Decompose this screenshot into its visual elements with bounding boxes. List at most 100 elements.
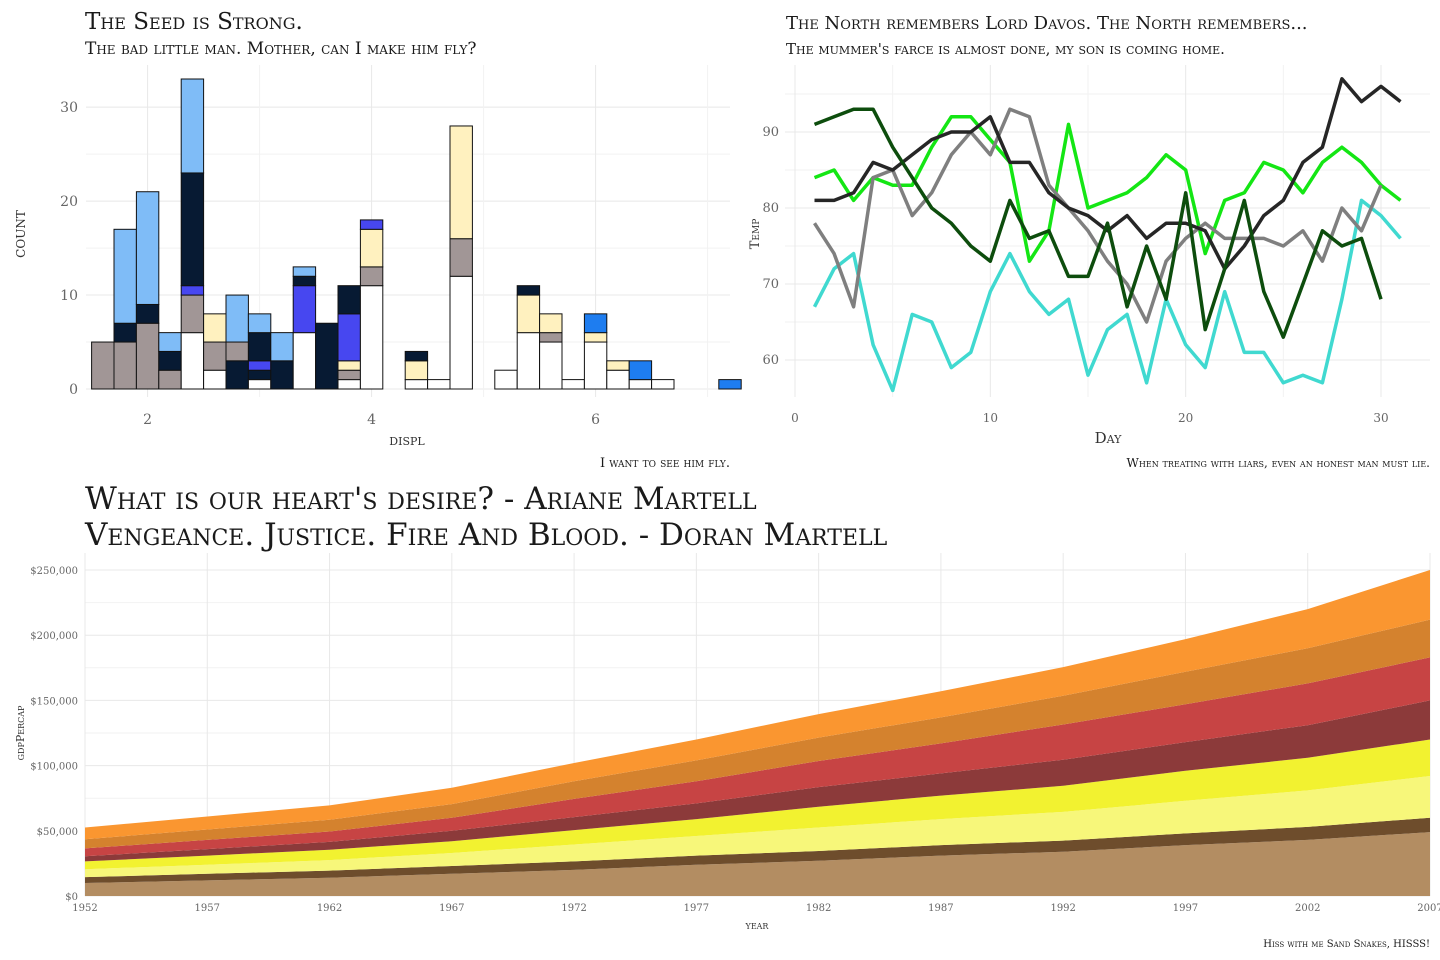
hist-bar-segment	[404, 360, 429, 381]
hist-bar-segment	[494, 369, 518, 390]
hist-y-tick: 20	[60, 194, 78, 210]
hist-bar-segment	[583, 341, 608, 390]
area-x-tick: 1982	[806, 903, 831, 914]
hist-bar-segment	[449, 275, 473, 390]
hist-bar-segment	[606, 369, 630, 390]
area-x-tick: 1962	[317, 903, 342, 914]
area-caption: Hiss with me Sand Snakes, HISSS!	[1263, 939, 1430, 950]
hist-bar-segment	[337, 360, 361, 371]
hist-bar-segment	[449, 238, 473, 277]
line-series-green	[813, 115, 1402, 263]
hist-bar-segment	[628, 379, 653, 390]
hist-bar-segment	[203, 313, 227, 343]
line-series-turquoise	[812, 198, 1402, 393]
area-subtitle: Vengeance. Justice. Fire And Blood. - Do…	[84, 517, 888, 553]
hist-bar-segment	[404, 379, 429, 390]
hist-bar-segment	[113, 322, 137, 343]
histogram-plot: 2 4 6 0 10 20 30	[60, 65, 742, 428]
hist-bar-segment	[180, 78, 205, 174]
area-x-tick: 1997	[1173, 903, 1198, 914]
hist-bar-segment	[337, 369, 361, 381]
hist-bar-segment	[583, 332, 608, 343]
area-x-tick: 1992	[1050, 903, 1075, 914]
line-y-tick: 60	[762, 353, 779, 368]
hist-x-tick: 4	[367, 412, 376, 428]
area-layer1	[85, 832, 1430, 896]
hist-bar-segment	[337, 313, 361, 362]
line-subtitle: The mummer's farce is almost done, my so…	[786, 40, 1225, 58]
area-y-tick: $50,000	[37, 827, 78, 838]
hist-bar-segment	[315, 322, 339, 390]
hist-bar-segment	[539, 313, 563, 334]
hist-bar-segment	[247, 379, 272, 390]
hist-bar-segment	[337, 285, 361, 315]
hist-bar-segment	[404, 350, 429, 362]
area-layer4	[85, 739, 1430, 870]
hist-bar-segment	[561, 379, 585, 390]
hist-bar-segment	[180, 332, 205, 390]
hist-bar-segment	[203, 341, 227, 371]
hist-bar-segment	[718, 379, 742, 390]
hist-bar-segment	[516, 332, 541, 390]
hist-bar-segment	[180, 285, 205, 296]
line-plot: 0 10 20 30 60 70 80 90	[762, 65, 1430, 425]
area-plot: 1952 1957 1962 1967 1972 1977 1982 1987 1992 1997…	[30, 553, 1440, 914]
area-y-tick: $150,000	[30, 696, 78, 707]
line-series-darkgreen	[813, 107, 1383, 339]
hist-bar-segment	[158, 369, 182, 390]
hist-bar-segment	[113, 228, 137, 324]
area-x-label: year	[745, 919, 770, 932]
line-x-tick: 10	[983, 411, 998, 425]
hist-x-tick: 2	[143, 412, 152, 428]
area-x-tick: 1957	[195, 903, 220, 914]
hist-bar-segment	[292, 275, 317, 287]
hist-bar-segment	[180, 294, 205, 334]
hist-bar-segment	[583, 313, 608, 334]
hist-bar-segment	[516, 285, 541, 296]
area-y-tick: $0	[65, 892, 78, 903]
hist-bar-segment	[113, 341, 137, 390]
hist-bar-segment	[247, 369, 272, 381]
hist-bar-segment	[247, 332, 272, 362]
hist-bar-segment	[247, 313, 272, 334]
area-x-tick: 1952	[72, 903, 97, 914]
hist-bar-segment	[135, 322, 160, 390]
hist-bar-segment	[337, 379, 361, 390]
area-title: What is our heart's desire? - Ariane Mar…	[85, 481, 757, 517]
area-x-tick: 1967	[439, 903, 464, 914]
hist-bar-segment	[91, 341, 115, 390]
hist-y-tick: 10	[60, 288, 78, 304]
hist-bar-segment	[539, 332, 563, 343]
hist-bar-segment	[225, 294, 249, 343]
line-y-tick: 70	[762, 277, 779, 292]
area-x-tick: 1977	[684, 903, 709, 914]
line-y-label: Temp	[748, 219, 763, 250]
hist-bar-segment	[359, 228, 384, 268]
hist-x-label: displ	[389, 431, 425, 449]
hist-bar-segment	[427, 379, 451, 390]
hist-y-tick: 30	[60, 100, 78, 116]
hist-caption: I want to see him fly.	[600, 456, 730, 471]
area-x-tick: 2007	[1417, 903, 1440, 914]
hist-subtitle: The bad little man. Mother, can I make h…	[85, 39, 477, 59]
area-x-tick: 1987	[928, 903, 953, 914]
line-x-tick: 0	[791, 411, 799, 425]
hist-y-label: count	[10, 210, 30, 258]
hist-bar-segment	[158, 332, 182, 352]
area-x-tick: 1972	[561, 903, 586, 914]
hist-bar-segment	[225, 341, 249, 362]
hist-bar-segment	[628, 360, 653, 381]
hist-bar-segment	[292, 285, 317, 334]
hist-bar-segment	[606, 360, 630, 371]
hist-bar-segment	[359, 266, 384, 287]
hist-bar-segment	[292, 266, 317, 277]
hist-bar-segment	[516, 294, 541, 334]
hist-bar-segment	[292, 332, 317, 390]
line-x-tick: 30	[1373, 411, 1388, 425]
area-y-tick: $200,000	[30, 631, 78, 642]
hist-title: The Seed is Strong.	[85, 9, 303, 35]
hist-bar-segment	[247, 360, 272, 371]
hist-bar-segment	[135, 303, 160, 324]
hist-bar-segment	[651, 379, 675, 390]
